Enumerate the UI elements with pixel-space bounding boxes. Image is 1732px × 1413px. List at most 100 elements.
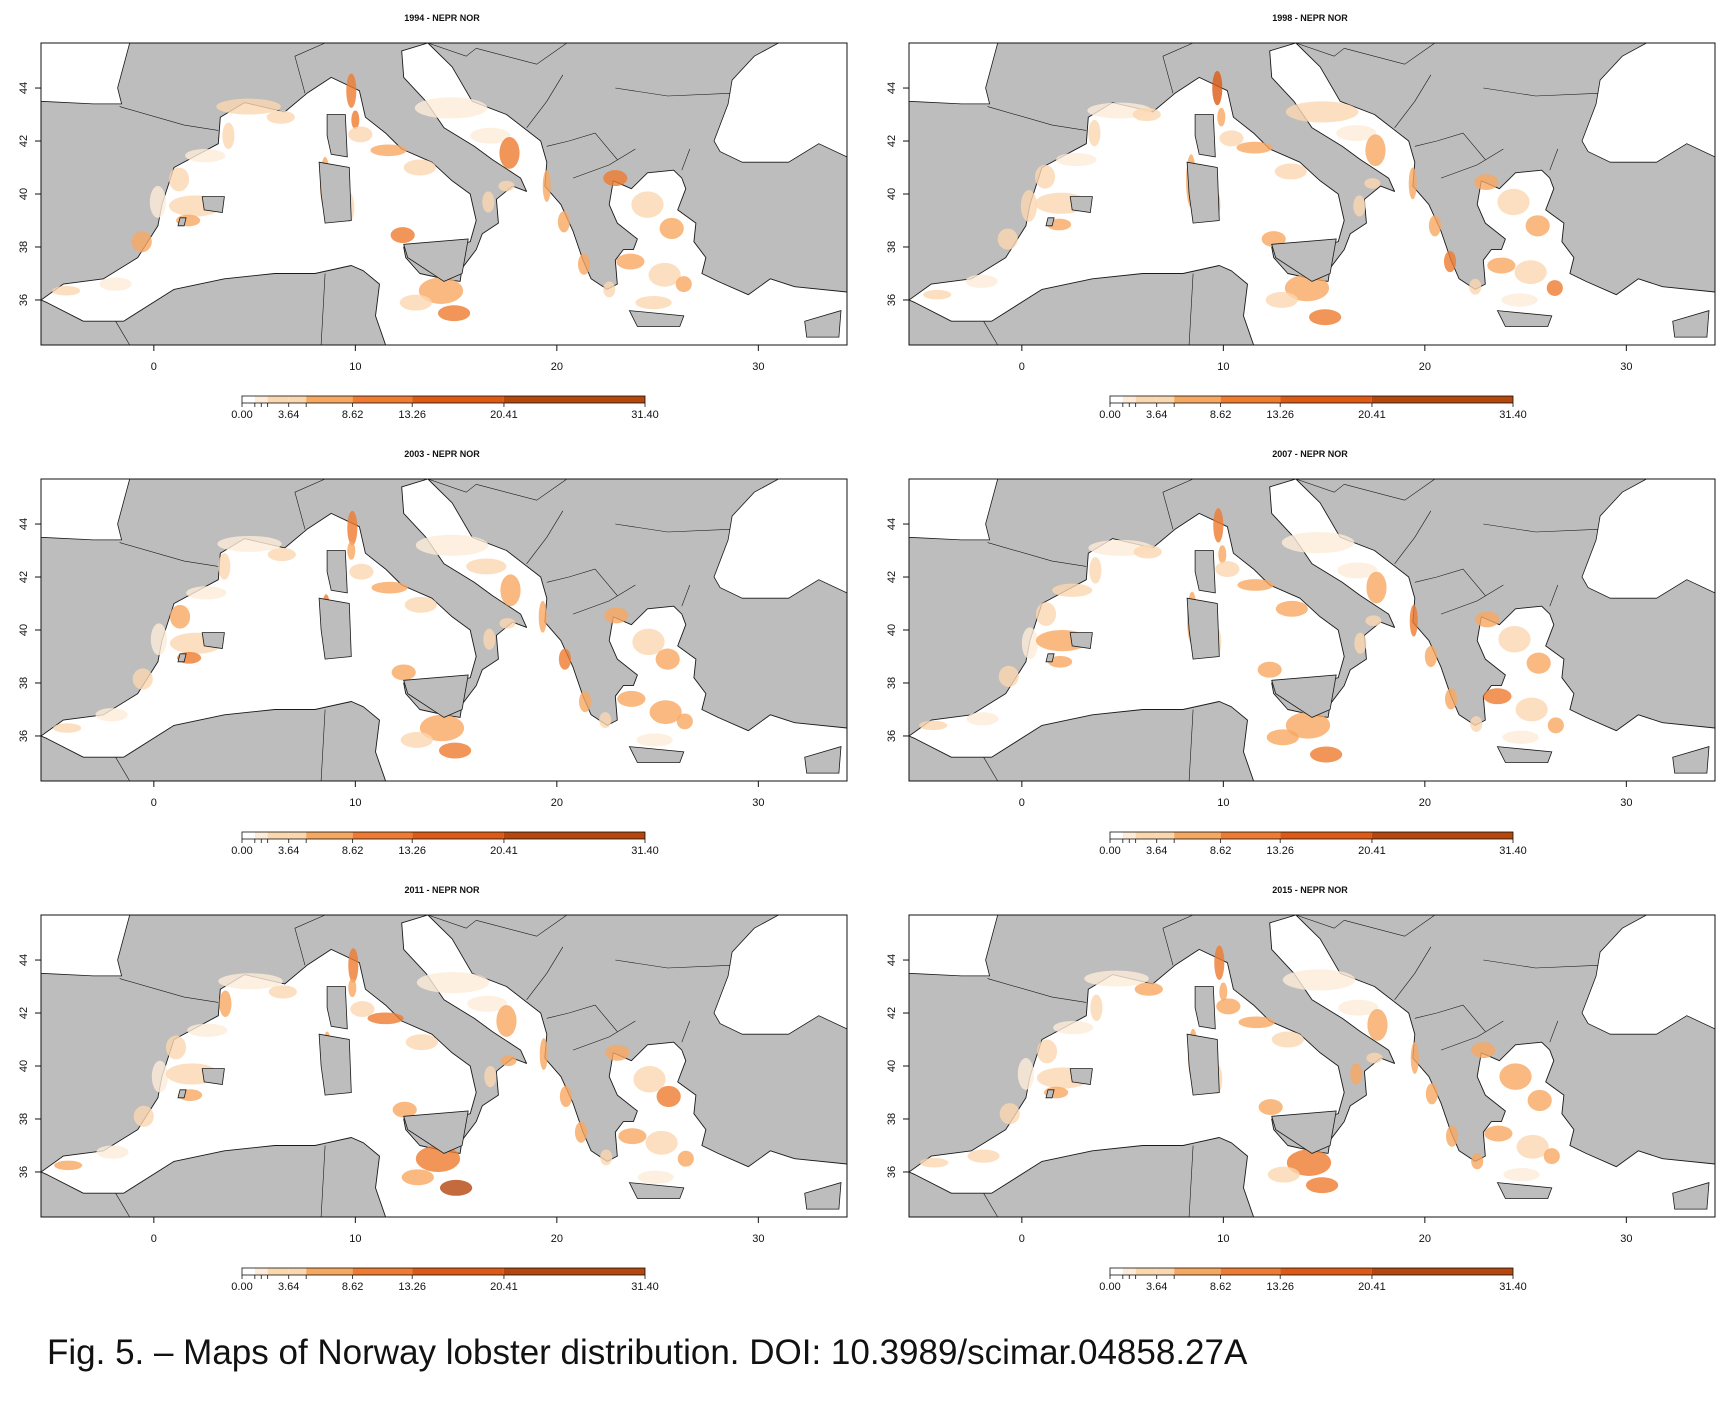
distribution-patch bbox=[1214, 945, 1225, 980]
distribution-patch bbox=[483, 628, 496, 650]
legend-swatch bbox=[1174, 396, 1221, 403]
legend-swatch bbox=[1110, 1268, 1123, 1275]
distribution-patch bbox=[1366, 571, 1387, 604]
distribution-patch bbox=[1266, 729, 1299, 746]
island bbox=[1271, 1110, 1337, 1154]
distribution-patch bbox=[439, 1179, 473, 1196]
distribution-patch bbox=[169, 604, 191, 629]
distribution-patch bbox=[1471, 1153, 1484, 1170]
country-border bbox=[681, 584, 691, 607]
island bbox=[1672, 310, 1710, 338]
country-border bbox=[987, 978, 1087, 1003]
island bbox=[318, 597, 352, 660]
color-legend: 0.00 3.64 8.62 13.26 20.41 31.40 bbox=[1099, 831, 1527, 857]
distribution-patch bbox=[99, 277, 132, 291]
country-border bbox=[987, 106, 1087, 131]
y-tick-label: 44 bbox=[886, 954, 898, 966]
distribution-patch bbox=[1285, 101, 1359, 123]
country-border bbox=[1440, 148, 1504, 179]
legend-label: 20.41 bbox=[1358, 1281, 1386, 1293]
y-tick-label: 42 bbox=[18, 571, 30, 583]
legend-label: 31.40 bbox=[631, 845, 659, 857]
distribution-patch bbox=[350, 1001, 375, 1017]
country-border bbox=[427, 915, 477, 929]
distribution-patch bbox=[390, 227, 415, 244]
country-border bbox=[1188, 709, 1194, 781]
distribution-patch bbox=[268, 985, 297, 999]
map-panel: 2015 - NEPR NOR 0 10 20 30 36 38 40 42 44 0.00 3.64… bbox=[868, 872, 1728, 1307]
legend-swatch bbox=[1156, 1268, 1175, 1275]
distribution-patch bbox=[649, 700, 682, 725]
island bbox=[326, 114, 348, 158]
distribution-patch bbox=[1543, 1148, 1560, 1165]
island bbox=[403, 674, 469, 718]
island bbox=[1186, 161, 1220, 224]
distribution-patch bbox=[132, 668, 153, 690]
country-border bbox=[476, 479, 568, 501]
island bbox=[177, 1089, 187, 1099]
distribution-patch bbox=[217, 535, 282, 552]
distribution-patch bbox=[1258, 1099, 1283, 1116]
distribution-patch bbox=[1286, 1149, 1332, 1176]
distribution-patch bbox=[168, 167, 190, 192]
distribution-patch bbox=[1132, 107, 1161, 122]
y-tick-label: 38 bbox=[886, 677, 898, 689]
distribution-patch bbox=[1134, 982, 1163, 996]
legend-swatch bbox=[254, 832, 262, 839]
country-border bbox=[385, 1216, 386, 1217]
legend-label: 13.26 bbox=[398, 409, 426, 421]
x-tick-label: 30 bbox=[752, 361, 764, 373]
distribution-patch bbox=[577, 253, 591, 275]
island bbox=[201, 632, 225, 649]
distribution-patch bbox=[1217, 107, 1226, 127]
distribution-patch bbox=[349, 563, 374, 580]
legend-swatch bbox=[1220, 396, 1281, 403]
island bbox=[1672, 1182, 1710, 1210]
legend-swatch bbox=[306, 396, 353, 403]
country-border bbox=[1188, 273, 1194, 345]
country-border bbox=[320, 709, 326, 781]
island bbox=[318, 161, 352, 224]
distribution-patch bbox=[348, 126, 373, 143]
x-tick-label: 20 bbox=[551, 361, 563, 373]
country-border bbox=[1162, 43, 1194, 94]
black-sea bbox=[1581, 43, 1715, 163]
distribution-patch bbox=[1257, 661, 1282, 678]
y-tick-label: 36 bbox=[18, 1166, 30, 1178]
island bbox=[1194, 986, 1216, 1030]
bay-of-biscay bbox=[909, 479, 999, 541]
x-tick-label: 30 bbox=[1620, 1233, 1632, 1245]
black-sea bbox=[1581, 479, 1715, 599]
distribution-patch bbox=[1218, 545, 1227, 564]
country-border bbox=[294, 479, 326, 530]
legend-label: 13.26 bbox=[1266, 409, 1294, 421]
legend-swatch bbox=[412, 1268, 504, 1275]
island bbox=[1069, 632, 1093, 649]
legend-label: 8.62 bbox=[1210, 845, 1231, 857]
legend-label: 0.00 bbox=[1099, 1281, 1120, 1293]
map-svg: 0 10 20 30 36 38 40 42 44 0.00 3.64 8.62 13.26 20.41 3… bbox=[18, 42, 848, 421]
distribution-patch bbox=[999, 1103, 1020, 1125]
distribution-patch bbox=[346, 73, 357, 108]
x-tick-label: 0 bbox=[1019, 361, 1025, 373]
distribution-patch bbox=[920, 1157, 949, 1168]
legend-swatch bbox=[254, 1268, 262, 1275]
legend-swatch bbox=[288, 832, 307, 839]
legend-swatch bbox=[1135, 396, 1157, 403]
distribution-patch bbox=[1499, 1063, 1532, 1090]
distribution-patch bbox=[1408, 167, 1417, 200]
y-tick-label: 42 bbox=[886, 1007, 898, 1019]
distribution-patch bbox=[1219, 982, 1228, 1002]
distribution-patch bbox=[414, 97, 488, 119]
legend-frame bbox=[241, 831, 646, 840]
distribution-patch bbox=[216, 98, 281, 115]
y-tick-label: 40 bbox=[886, 624, 898, 636]
distribution-patch bbox=[53, 723, 82, 733]
map-panel: 1994 - NEPR NOR 0 10 20 30 36 38 40 42 44 0.00 3.64… bbox=[0, 0, 860, 435]
legend-swatch bbox=[1122, 1268, 1130, 1275]
country-border bbox=[546, 132, 618, 160]
distribution-patch bbox=[1503, 1167, 1540, 1182]
panel-title: 2015 - NEPR NOR bbox=[1272, 885, 1348, 895]
distribution-patch bbox=[1084, 970, 1149, 987]
distribution-patch bbox=[1484, 1125, 1513, 1142]
